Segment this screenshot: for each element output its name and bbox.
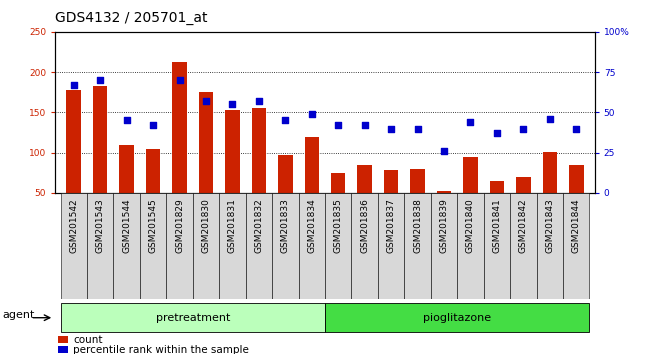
Bar — [378, 193, 404, 299]
Bar — [384, 170, 398, 193]
Bar — [58, 346, 68, 353]
Text: GSM201543: GSM201543 — [96, 198, 105, 253]
Point — [68, 82, 79, 88]
Bar — [431, 193, 457, 299]
Text: agent: agent — [3, 310, 35, 320]
Text: GSM201832: GSM201832 — [254, 198, 263, 253]
Point — [333, 122, 343, 128]
Text: pretreatment: pretreatment — [155, 313, 230, 323]
Text: GSM201840: GSM201840 — [466, 198, 475, 253]
Bar — [60, 193, 87, 299]
Text: GDS4132 / 205701_at: GDS4132 / 205701_at — [55, 11, 208, 25]
Point — [439, 148, 449, 154]
Bar — [172, 62, 187, 193]
Text: count: count — [73, 335, 103, 345]
Bar — [410, 169, 425, 193]
Bar — [510, 193, 536, 299]
Bar — [166, 193, 193, 299]
Point — [571, 126, 582, 131]
Point — [95, 78, 105, 83]
Point — [545, 116, 555, 122]
Text: GSM201542: GSM201542 — [70, 198, 78, 253]
Text: GSM201841: GSM201841 — [493, 198, 501, 253]
Bar — [437, 190, 451, 193]
Bar — [543, 152, 557, 193]
Bar — [298, 193, 325, 299]
Text: GSM201843: GSM201843 — [545, 198, 554, 253]
Text: GSM201837: GSM201837 — [387, 198, 396, 253]
Bar — [331, 173, 346, 193]
Bar — [457, 193, 484, 299]
Point — [412, 126, 423, 131]
Point — [280, 118, 291, 123]
Point — [148, 122, 159, 128]
Point — [386, 126, 396, 131]
Text: GSM201842: GSM201842 — [519, 198, 528, 253]
Bar — [252, 108, 266, 193]
Bar — [114, 193, 140, 299]
Text: GSM201831: GSM201831 — [228, 198, 237, 253]
Point — [491, 131, 502, 136]
Text: GSM201835: GSM201835 — [333, 198, 343, 253]
Bar — [146, 149, 161, 193]
Bar — [246, 193, 272, 299]
Bar — [278, 155, 292, 193]
Point — [122, 118, 132, 123]
Bar — [352, 193, 378, 299]
Text: GSM201544: GSM201544 — [122, 198, 131, 253]
Point — [307, 111, 317, 117]
Bar — [60, 303, 325, 332]
Bar — [225, 110, 240, 193]
Bar — [120, 144, 134, 193]
Bar — [358, 165, 372, 193]
Bar — [569, 165, 584, 193]
Text: GSM201833: GSM201833 — [281, 198, 290, 253]
Bar — [93, 86, 107, 193]
Bar — [199, 92, 213, 193]
Bar — [304, 137, 319, 193]
Text: GSM201844: GSM201844 — [572, 198, 580, 253]
Bar — [516, 177, 530, 193]
Point — [201, 98, 211, 104]
Text: pioglitazone: pioglitazone — [423, 313, 491, 323]
Bar — [463, 157, 478, 193]
Bar — [272, 193, 298, 299]
Bar — [484, 193, 510, 299]
Bar — [193, 193, 219, 299]
Point — [359, 122, 370, 128]
Bar — [58, 336, 68, 343]
Point — [174, 78, 185, 83]
Point — [465, 119, 476, 125]
Text: GSM201836: GSM201836 — [360, 198, 369, 253]
Bar — [563, 193, 590, 299]
Text: GSM201829: GSM201829 — [175, 198, 184, 253]
Bar — [404, 193, 431, 299]
Bar — [489, 181, 504, 193]
Bar — [219, 193, 246, 299]
Text: percentile rank within the sample: percentile rank within the sample — [73, 345, 249, 354]
Point — [254, 98, 264, 104]
Bar — [325, 303, 590, 332]
Bar — [140, 193, 166, 299]
Bar — [325, 193, 352, 299]
Point — [518, 126, 528, 131]
Bar — [87, 193, 114, 299]
Text: GSM201545: GSM201545 — [149, 198, 157, 253]
Text: GSM201830: GSM201830 — [202, 198, 211, 253]
Bar — [66, 90, 81, 193]
Text: GSM201839: GSM201839 — [439, 198, 448, 253]
Text: GSM201834: GSM201834 — [307, 198, 317, 253]
Bar — [536, 193, 563, 299]
Point — [227, 102, 238, 107]
Text: GSM201838: GSM201838 — [413, 198, 422, 253]
